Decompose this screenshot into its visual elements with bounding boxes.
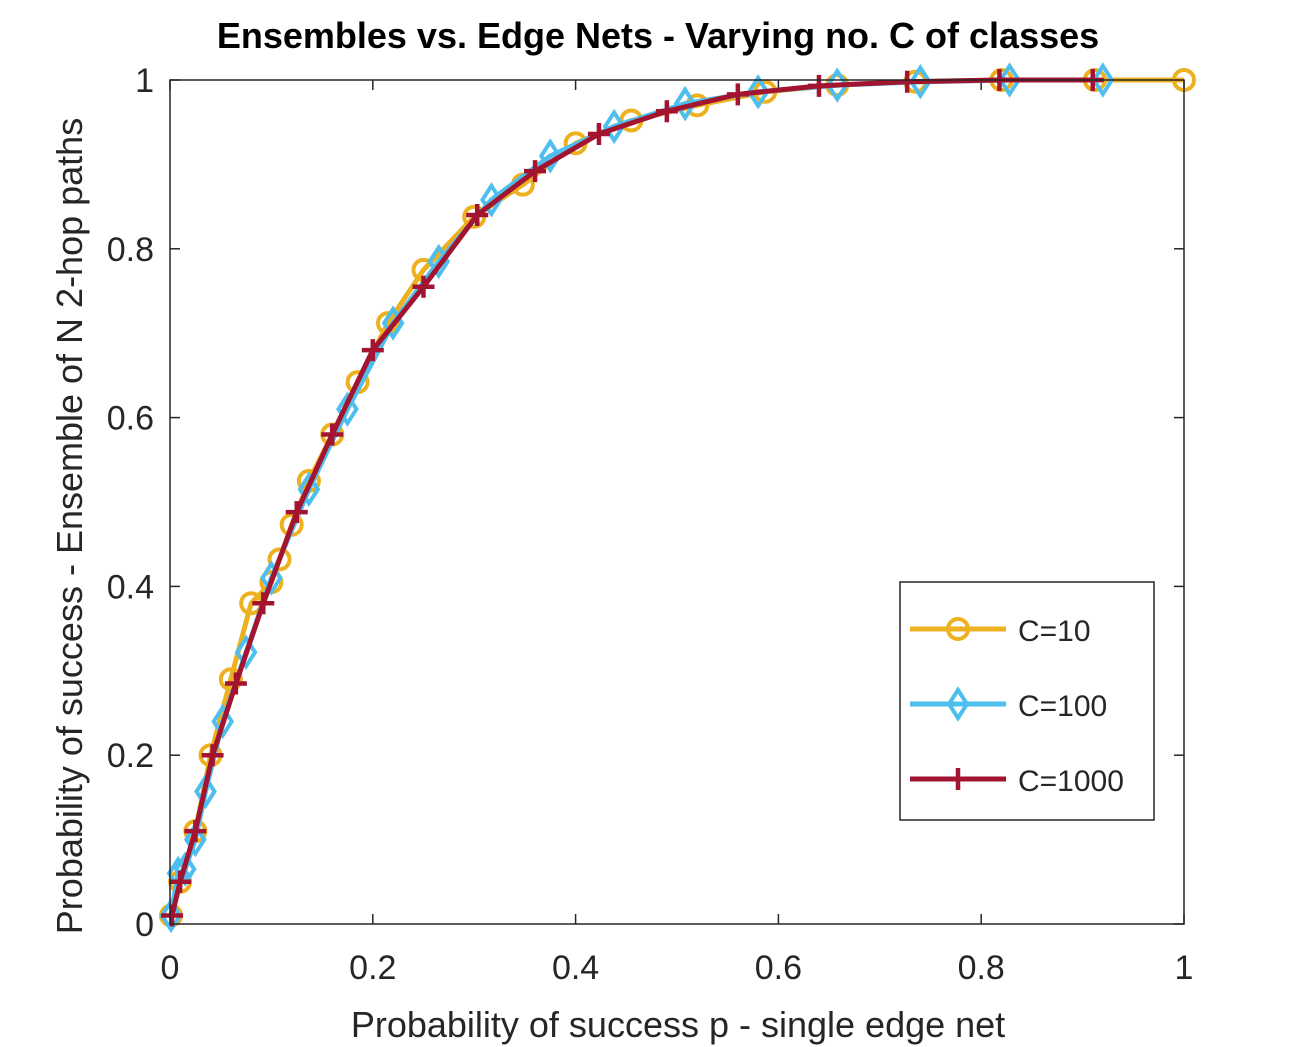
data-point	[234, 634, 258, 670]
data-point	[466, 204, 489, 227]
data-point	[746, 74, 770, 110]
data-point	[998, 62, 1021, 98]
data-point	[297, 471, 321, 508]
series-2	[161, 69, 1104, 927]
data-point	[480, 182, 503, 218]
y-tick-label: 0.6	[107, 400, 154, 438]
legend-label-c1000: C=1000	[1018, 765, 1124, 798]
axes-box	[169, 79, 1185, 925]
data-point	[260, 560, 283, 596]
x-tick-label: 1	[1175, 949, 1194, 987]
data-point	[183, 821, 207, 858]
data-point	[673, 85, 697, 122]
legend-label-c100: C=100	[1018, 690, 1107, 723]
data-point	[267, 547, 292, 572]
data-point	[218, 667, 243, 692]
legend-label-c10: C=10	[1018, 615, 1091, 648]
data-point	[224, 672, 247, 695]
data-point	[285, 501, 308, 524]
data-point	[321, 423, 344, 446]
series-layer	[159, 62, 1196, 934]
y-tick-label: 1	[135, 62, 154, 100]
data-point	[602, 108, 626, 145]
data-point	[726, 83, 749, 106]
data-point	[655, 100, 678, 123]
data-point	[336, 391, 359, 427]
data-point	[252, 592, 275, 615]
data-point	[587, 123, 610, 146]
x-tick-label: 0.2	[349, 949, 396, 987]
y-tick-label: 0.8	[107, 231, 154, 269]
legend-marker	[947, 768, 969, 790]
data-point	[524, 160, 547, 183]
legend-marker	[946, 686, 970, 722]
y-tick-label: 0	[135, 906, 154, 944]
y-tick-labels: 0 0.2 0.4 0.6 0.8 1	[107, 62, 154, 944]
x-tick-label: 0.6	[755, 949, 802, 987]
data-point	[1091, 62, 1115, 98]
data-point	[184, 820, 207, 843]
legend: C=10 C=100 C=1000	[899, 581, 1155, 821]
x-tick-label: 0.4	[552, 949, 599, 987]
data-point	[169, 870, 192, 893]
y-axis-label: Probability of success - Ensemble of N 2…	[49, 118, 90, 934]
data-point	[412, 275, 435, 298]
data-point	[807, 74, 830, 97]
data-point	[211, 703, 235, 740]
x-tick-label: 0.8	[958, 949, 1005, 987]
y-tick-label: 0.2	[107, 737, 154, 775]
x-tick-label: 0	[161, 949, 180, 987]
data-point	[361, 339, 384, 362]
data-point	[161, 904, 184, 927]
legend-items: C=10 C=100 C=1000	[910, 615, 1124, 798]
legend-marker	[946, 617, 970, 641]
data-point	[201, 744, 224, 767]
data-point	[896, 70, 919, 93]
data-point	[159, 897, 183, 934]
data-point	[908, 63, 932, 100]
x-axis-label: Probability of success p - single edge n…	[351, 1004, 1005, 1045]
data-point	[538, 138, 562, 174]
chart-title: Ensembles vs. Edge Nets - Varying no. C …	[217, 15, 1099, 56]
data-point	[194, 773, 217, 810]
y-tick-label: 0.4	[107, 568, 154, 606]
x-tick-labels: 0 0.2 0.4 0.6 0.8 1	[161, 949, 1194, 987]
